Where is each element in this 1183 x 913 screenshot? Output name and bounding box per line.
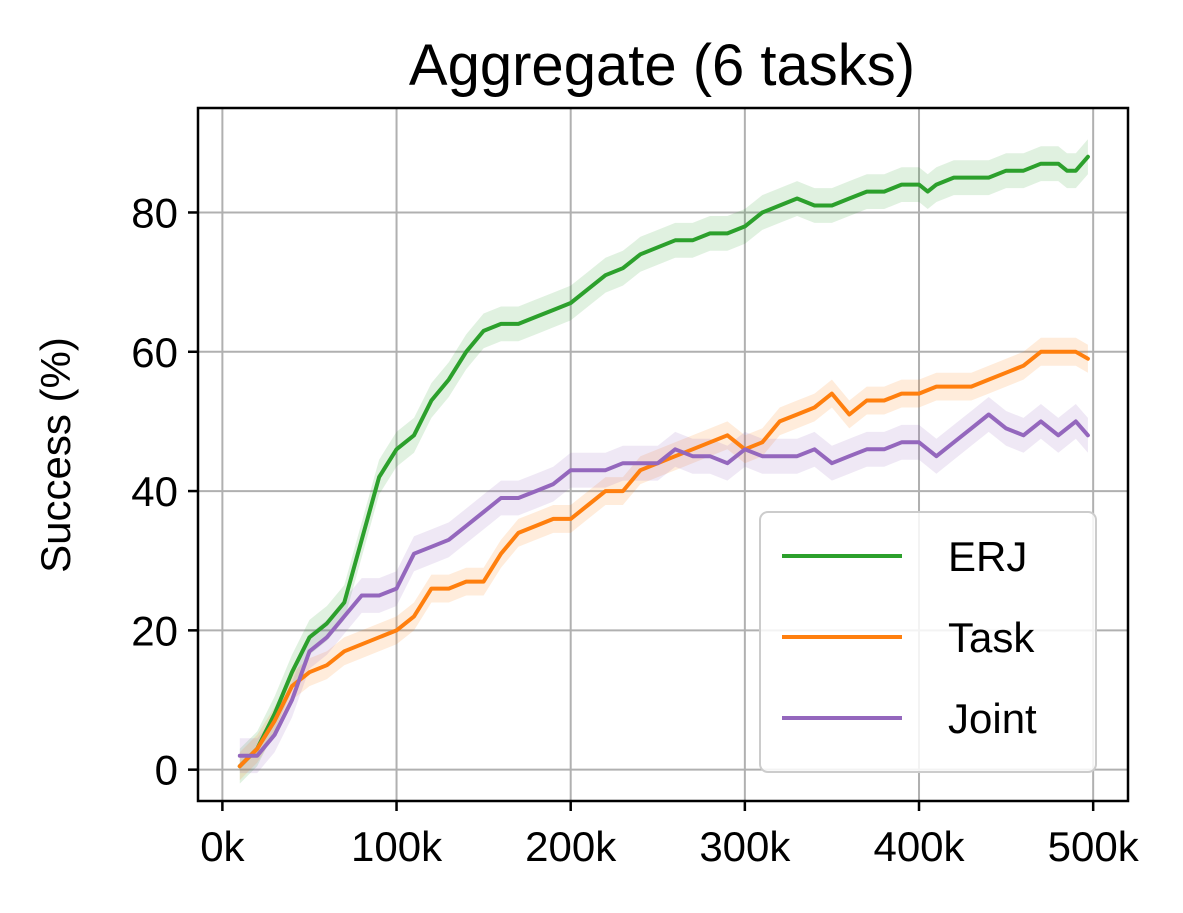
x-tick-label: 400k	[873, 823, 965, 870]
x-tick-label: 300k	[699, 823, 791, 870]
y-tick-label: 80	[131, 189, 178, 236]
legend-label-erj: ERJ	[948, 533, 1027, 580]
y-tick-label: 40	[131, 468, 178, 515]
band-joint	[239, 397, 1088, 774]
x-tick-label: 100k	[351, 823, 443, 870]
x-tick-label: 200k	[525, 823, 617, 870]
series-line-joint	[237, 412, 1090, 758]
legend-frame	[759, 511, 1097, 773]
legend-label-task: Task	[948, 614, 1035, 661]
grid	[198, 108, 1128, 801]
x-axis: 0k 100k 200k 300k 400k 500k	[200, 801, 1140, 870]
series-line-erj	[237, 154, 1090, 769]
legend: ERJ Task Joint	[759, 511, 1097, 773]
y-axis: 0 20 40 60 80	[131, 189, 198, 794]
y-tick-label: 60	[131, 329, 178, 376]
y-tick-label: 0	[155, 747, 178, 794]
chart-title: Aggregate (6 tasks)	[409, 33, 915, 98]
band-task	[239, 337, 1088, 781]
y-axis-label: Success (%)	[32, 337, 79, 573]
x-tick-label: 500k	[1048, 823, 1140, 870]
x-tick-label: 0k	[200, 823, 245, 870]
confidence-bands	[239, 139, 1088, 784]
plot-frame	[196, 106, 1130, 803]
series-lines	[237, 154, 1090, 769]
series-line-task	[237, 349, 1090, 769]
legend-label-joint: Joint	[948, 695, 1037, 742]
y-tick-label: 20	[131, 607, 178, 654]
